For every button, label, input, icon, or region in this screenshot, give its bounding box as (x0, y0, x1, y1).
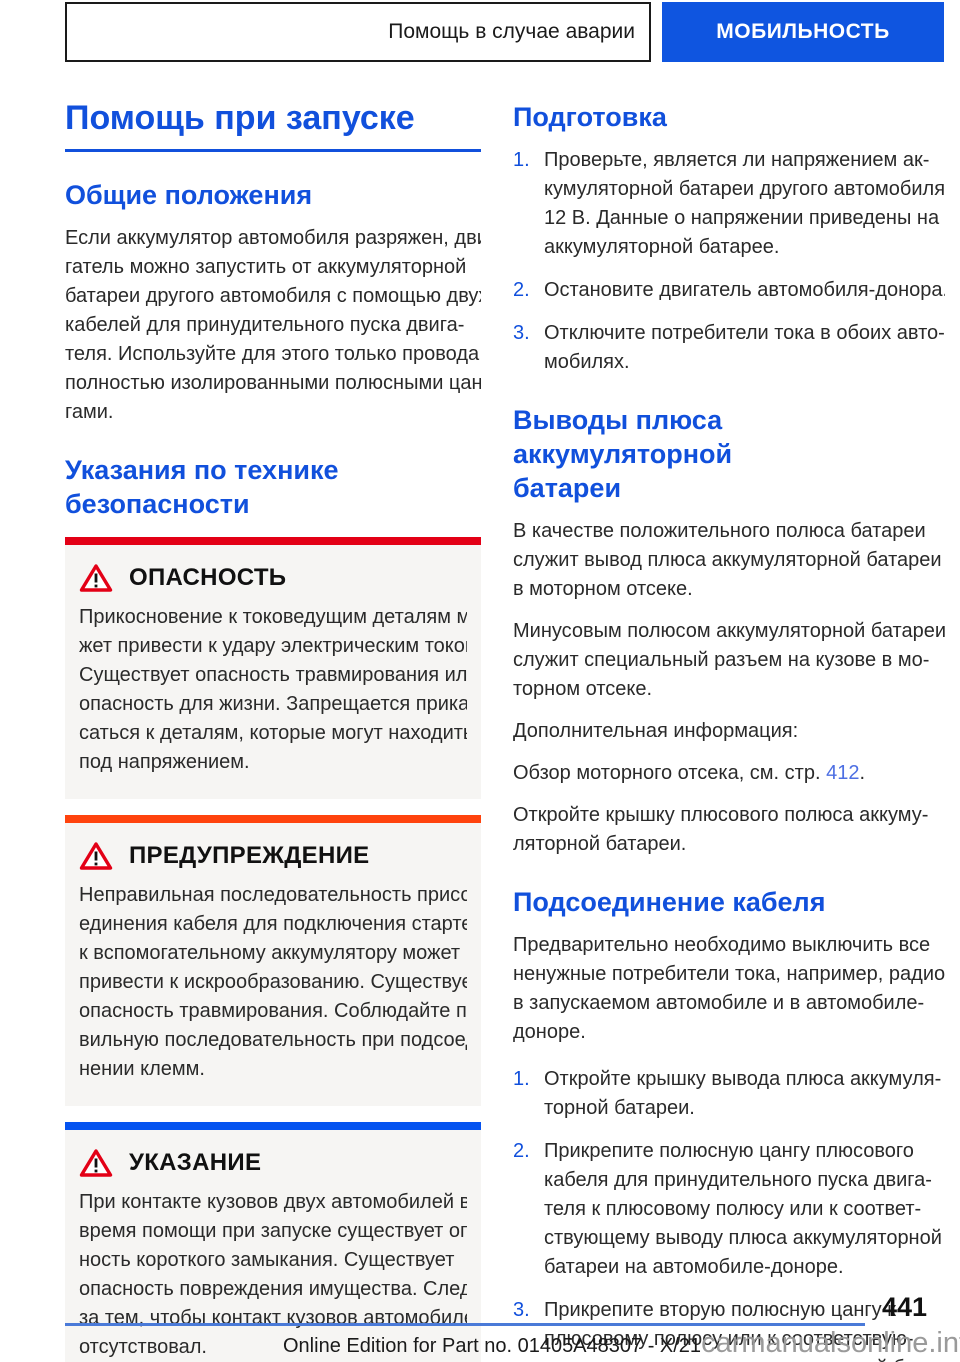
list-text: Проверьте, является ли напряжением ак- к… (544, 149, 945, 258)
edition-text: Online Edition for Part no. 01405A48307 … (283, 1335, 702, 1357)
danger-label: ОПАСНОСТЬ (129, 564, 287, 592)
terminals-link-line: Обзор моторного отсека, см. стр. 412. (513, 759, 945, 788)
terminals-paragraph-5: Откройте крышку плюсового полюса аккуму-… (513, 804, 929, 855)
terminals-paragraph-1: В качестве положительного полюса батареи… (513, 520, 942, 600)
list-number: 2. (513, 279, 530, 301)
heading-terminals: Выводы плюса аккумуляторной батареи (513, 405, 733, 503)
terminals-paragraph-2: Минусовым полюсом аккумуляторной батареи… (513, 620, 945, 700)
page-title: Помощь при запуске (65, 99, 481, 153)
list-number: 3. (513, 322, 530, 344)
list-item: 2. Прикрепите полюсную цангу плюсового к… (513, 1137, 945, 1282)
list-item: 1. Откройте крышку вывода плюса аккумуля… (513, 1065, 945, 1123)
page-header: Помощь в случае аварии МОБИЛЬНОСТЬ (65, 2, 944, 62)
heading-general: Общие положения (65, 180, 313, 211)
left-column: Помощь при запуске Общие положения Если … (65, 99, 481, 1362)
cable-list: 1. Откройте крышку вывода плюса аккумуля… (513, 1065, 945, 1362)
list-text: Остановите двигатель автомобиля-донора. (544, 279, 945, 301)
section-tab: МОБИЛЬНОСТЬ (662, 2, 944, 62)
link-prefix: Обзор моторного отсека, см. стр. (513, 762, 827, 784)
list-number: 2. (513, 1140, 530, 1162)
heading-safety: Указания по технике безопасности (65, 455, 339, 520)
danger-box-body: ОПАСНОСТЬ Прикосновение к токоведущим де… (65, 545, 481, 800)
cable-intro-paragraph: Предварительно необходимо выключить все … (513, 934, 945, 1043)
list-number: 1. (513, 149, 530, 171)
list-number: 3. (513, 1299, 530, 1321)
danger-box: ОПАСНОСТЬ Прикосновение к токоведущим де… (65, 537, 481, 800)
list-text: Прикрепите вторую полюсную цангу к плюсо… (544, 1299, 942, 1362)
danger-text: Прикосновение к токоведущим деталям мо- … (79, 606, 467, 774)
warning-bar (65, 815, 481, 824)
warning-triangle-icon (79, 842, 113, 871)
list-item: 3. Отключите потребители тока в обоих ав… (513, 319, 945, 377)
warning-triangle-icon (79, 1149, 113, 1178)
note-title-row: УКАЗАНИЕ (79, 1148, 467, 1178)
warning-box: ПРЕДУПРЕЖДЕНИЕ Неправильная последовател… (65, 815, 481, 1107)
list-item: 3. Прикрепите вторую полюсную цангу к пл… (513, 1296, 945, 1362)
page-number: 441 (881, 1292, 927, 1322)
section-tab-label: МОБИЛЬНОСТЬ (716, 20, 890, 43)
right-column: Подготовка 1. Проверьте, является ли нап… (513, 100, 945, 1362)
terminals-paragraph-3: Дополнительная информация: (513, 720, 799, 742)
list-text: Отключите потребители тока в обоих авто-… (544, 322, 945, 373)
note-label: УКАЗАНИЕ (129, 1149, 262, 1177)
list-text: Прикрепите полюсную цангу плюсового кабе… (544, 1140, 942, 1278)
warning-box-body: ПРЕДУПРЕЖДЕНИЕ Неправильная последовател… (65, 823, 481, 1107)
heading-preparation: Подготовка (513, 102, 667, 132)
warning-label: ПРЕДУПРЕЖДЕНИЕ (129, 842, 370, 870)
warning-triangle-icon (79, 564, 113, 593)
chapter-label: Помощь в случае аварии (388, 20, 635, 43)
general-paragraph: Если аккумулятор автомобиля разряжен, дв… (65, 227, 481, 424)
footer-text-row: Online Edition for Part no. 01405A48307 … (283, 1327, 960, 1360)
content-columns: Помощь при запуске Общие положения Если … (65, 99, 945, 1362)
danger-title-row: ОПАСНОСТЬ (79, 563, 467, 593)
watermark-link[interactable]: carmanualsonline.info (701, 1327, 960, 1359)
chapter-box: Помощь в случае аварии (65, 2, 651, 62)
list-text: Откройте крышку вывода плюса аккумуля- т… (544, 1068, 942, 1119)
footer-divider-line (65, 1323, 865, 1326)
list-number: 1. (513, 1068, 530, 1090)
link-suffix: . (859, 762, 866, 784)
warning-title-row: ПРЕДУПРЕЖДЕНИЕ (79, 841, 467, 871)
preparation-list: 1. Проверьте, является ли напряжением ак… (513, 146, 945, 377)
heading-cable: Подсоединение кабеля (513, 887, 826, 917)
note-bar (65, 1122, 481, 1131)
list-item: 1. Проверьте, является ли напряжением ак… (513, 146, 945, 262)
danger-bar (65, 537, 481, 546)
list-item: 2. Остановите двигатель автомобиля-донор… (513, 276, 945, 305)
page-footer: 441 Online Edition for Part no. 01405A48… (0, 1272, 960, 1362)
page-reference-link[interactable]: 412 (826, 762, 860, 784)
warning-text: Неправильная последовательность присо- е… (79, 884, 467, 1081)
